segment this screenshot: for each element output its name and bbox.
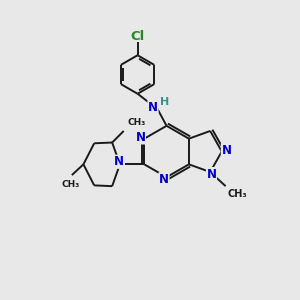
Text: CH₃: CH₃ [61,180,80,189]
Text: CH₃: CH₃ [228,189,247,199]
Text: CH₃: CH₃ [128,118,146,127]
Text: Cl: Cl [130,30,145,43]
Text: H: H [160,97,170,107]
Text: N: N [221,144,231,157]
Text: N: N [159,173,169,186]
Text: N: N [114,155,124,168]
Text: N: N [135,131,146,144]
Text: N: N [206,168,217,181]
Text: N: N [148,100,158,114]
